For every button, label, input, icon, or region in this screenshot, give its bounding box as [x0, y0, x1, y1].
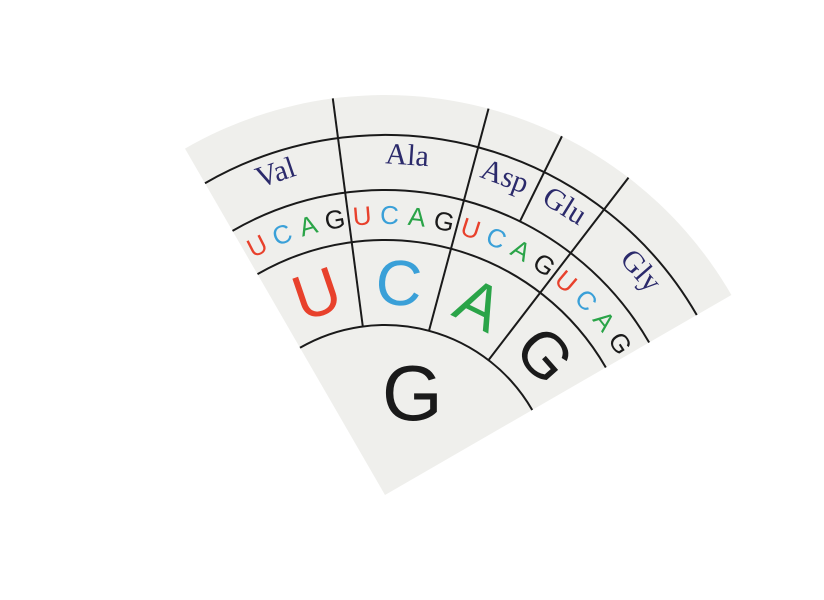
sector-divider: [428, 108, 490, 332]
second-base-1: C: [373, 246, 424, 321]
sector-divider: [331, 98, 364, 327]
sector-dividers: [331, 98, 630, 361]
third-base-1-2: A: [407, 201, 428, 233]
amino-acid-ala: Ala: [385, 137, 430, 173]
sector-background: [185, 94, 732, 495]
sector-divider: [487, 177, 630, 361]
amino-divider: [519, 135, 563, 222]
third-base-1-0: U: [352, 200, 373, 231]
third-base-1-1: C: [380, 200, 399, 230]
ring-boundary: [299, 324, 534, 411]
first-base-label: G: [382, 349, 443, 437]
